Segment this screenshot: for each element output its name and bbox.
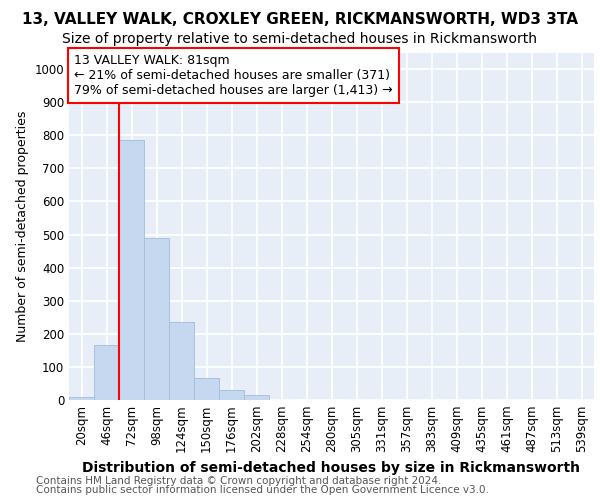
Text: Size of property relative to semi-detached houses in Rickmansworth: Size of property relative to semi-detach… [62, 32, 538, 46]
Text: 13, VALLEY WALK, CROXLEY GREEN, RICKMANSWORTH, WD3 3TA: 13, VALLEY WALK, CROXLEY GREEN, RICKMANS… [22, 12, 578, 28]
Text: 13 VALLEY WALK: 81sqm
← 21% of semi-detached houses are smaller (371)
79% of sem: 13 VALLEY WALK: 81sqm ← 21% of semi-deta… [74, 54, 393, 97]
Bar [69, 396, 94, 400]
Bar [94, 346, 119, 400]
X-axis label: Distribution of semi-detached houses by size in Rickmansworth: Distribution of semi-detached houses by … [83, 461, 581, 475]
Text: Contains public sector information licensed under the Open Government Licence v3: Contains public sector information licen… [36, 485, 489, 495]
Bar [194, 378, 219, 400]
Text: Contains HM Land Registry data © Crown copyright and database right 2024.: Contains HM Land Registry data © Crown c… [36, 476, 442, 486]
Bar [244, 395, 269, 400]
Bar [119, 140, 144, 400]
Bar [169, 322, 194, 400]
Bar [219, 390, 244, 400]
Y-axis label: Number of semi-detached properties: Number of semi-detached properties [16, 110, 29, 342]
Bar [144, 238, 169, 400]
